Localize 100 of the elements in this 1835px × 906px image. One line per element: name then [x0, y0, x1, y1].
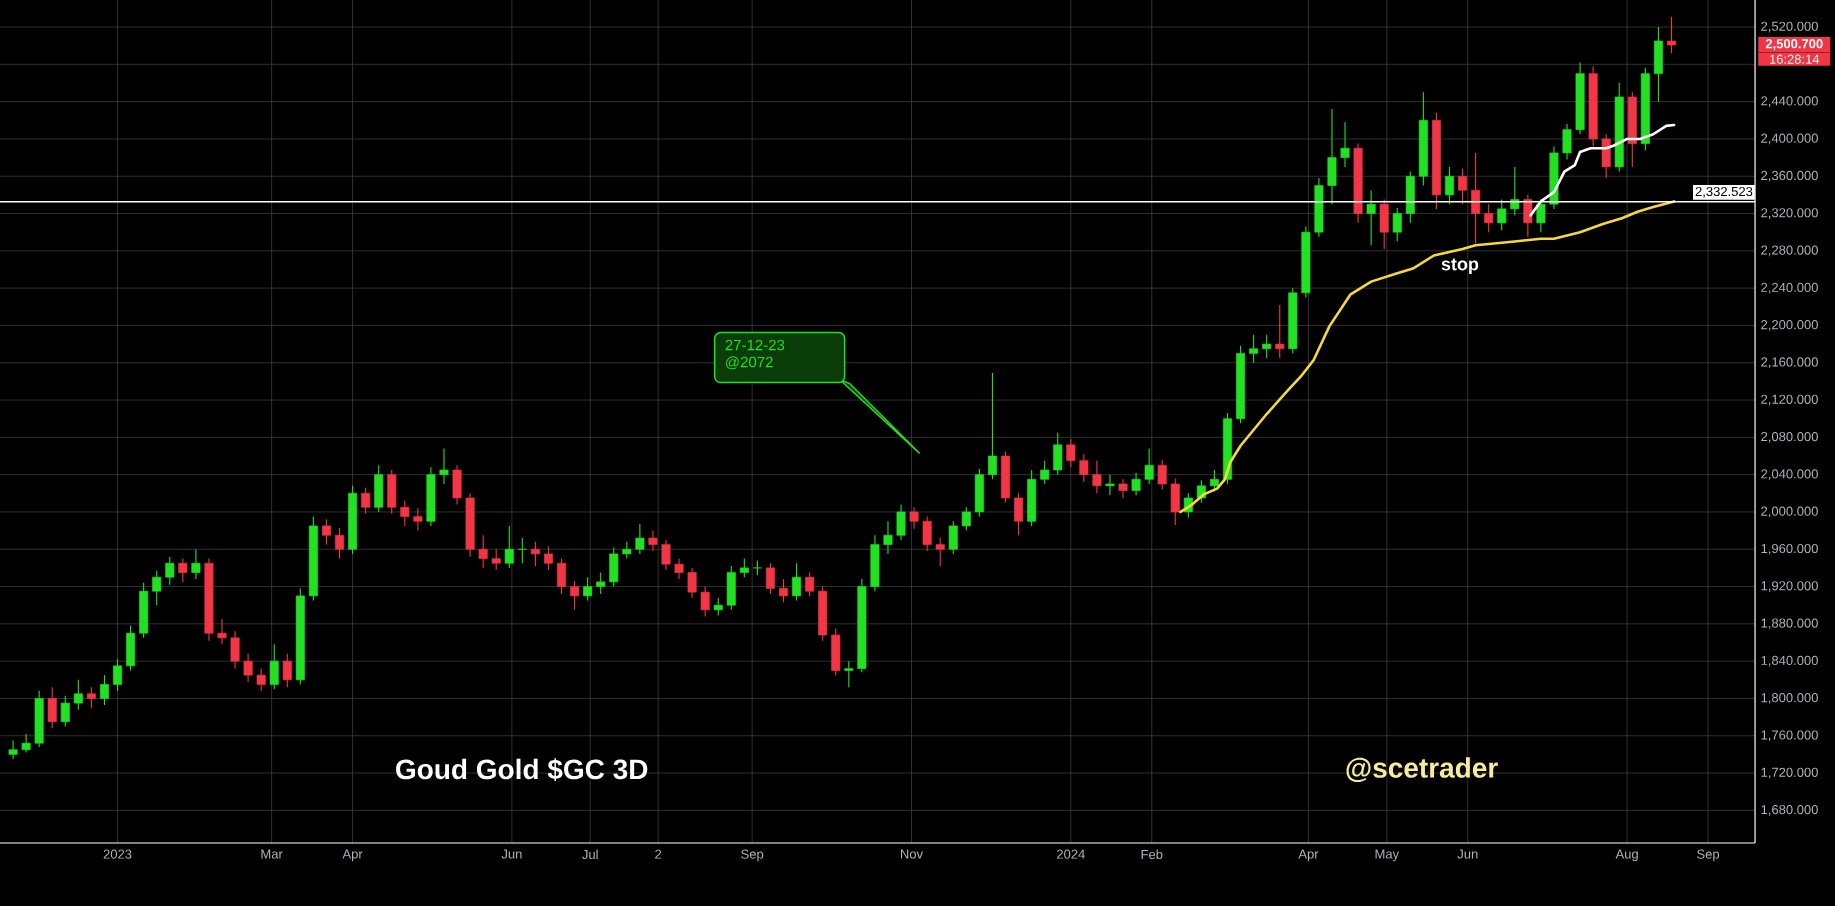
candlestick — [165, 556, 175, 586]
candlestick — [922, 516, 932, 552]
x-tick-label: Mar — [261, 849, 283, 859]
x-tick-label: May — [1375, 849, 1400, 862]
y-tick-label: 2,360.000 — [1761, 170, 1818, 182]
ref-line-label: 2,332.523 — [1695, 186, 1753, 198]
candlestick — [8, 739, 18, 760]
candlestick — [256, 668, 266, 692]
x-tick-label: Nov — [900, 849, 923, 859]
x-tick-label: Jun — [1457, 849, 1478, 859]
candlestick — [1249, 334, 1259, 364]
y-tick-label: 2,080.000 — [1761, 431, 1818, 443]
candlestick — [883, 520, 893, 555]
candlestick — [21, 733, 31, 754]
candlestick — [765, 562, 775, 595]
y-tick-label: 2,400.000 — [1761, 133, 1818, 145]
x-tick-label: Aug — [1615, 849, 1638, 862]
candlestick — [1497, 199, 1507, 231]
y-tick-label: 1,720.000 — [1761, 767, 1818, 779]
candlestick — [1445, 166, 1454, 205]
candlestick — [113, 658, 123, 692]
candlestick — [1262, 334, 1272, 359]
candlestick — [178, 558, 188, 583]
x-tick-label: Sep — [741, 849, 764, 862]
candlestick — [1458, 168, 1468, 205]
candlestick — [961, 506, 971, 532]
candlestick — [648, 530, 658, 552]
candlestick — [1340, 121, 1350, 168]
annotation: 27-12-23 @2072 — [725, 339, 785, 370]
candlestick — [1066, 438, 1076, 468]
candlestick — [1275, 304, 1285, 359]
candlestick — [1392, 207, 1402, 243]
candlestick — [948, 520, 958, 555]
candlestick — [1118, 478, 1128, 499]
candlestick — [1484, 203, 1494, 233]
candlestick — [530, 541, 540, 567]
candlestick — [413, 507, 423, 532]
candlestick — [1014, 492, 1024, 536]
y-tick-label: 2,240.000 — [1761, 282, 1818, 294]
candlestick — [583, 576, 593, 602]
y-tick-label: 2,160.000 — [1761, 357, 1818, 369]
x-tick-label: Jul — [582, 849, 598, 860]
candlestick — [335, 527, 344, 560]
candlestick — [1667, 16, 1676, 54]
candlestick — [909, 506, 919, 530]
candlestick — [1079, 453, 1089, 483]
candlestick — [557, 558, 566, 595]
candlestick — [47, 686, 57, 729]
candlestick — [635, 523, 645, 555]
candlestick — [400, 500, 410, 527]
candlestick — [1040, 460, 1050, 485]
candlestick — [1562, 123, 1572, 160]
y-tick-label: 2,120.000 — [1761, 394, 1818, 406]
candlestick — [86, 686, 96, 709]
candlestick — [935, 537, 945, 567]
y-tick-label: 2,000.000 — [1761, 506, 1818, 518]
text: 16:28:14 — [1769, 54, 1820, 64]
candlestick — [805, 572, 815, 597]
candlestick — [674, 558, 684, 580]
x-tick-label: 2 — [655, 849, 662, 859]
candlestick — [217, 618, 227, 645]
candlestick — [687, 567, 697, 599]
candlestick — [987, 372, 997, 480]
x-tick-label: Apr — [1298, 849, 1319, 862]
candlestick — [517, 537, 527, 564]
candlestick — [73, 679, 83, 711]
candlestick — [596, 572, 606, 595]
candlestick — [439, 447, 449, 485]
candlestick — [191, 548, 201, 580]
candlestick — [1144, 447, 1154, 485]
y-tick-label: 1,840.000 — [1761, 655, 1818, 667]
x-tick-label: Jun — [501, 849, 522, 859]
y-tick-label: 2,200.000 — [1761, 320, 1818, 331]
y-tick-label: 1,960.000 — [1761, 543, 1818, 555]
candlestick — [779, 578, 788, 603]
candlestick — [361, 487, 371, 515]
candlestick — [661, 539, 671, 571]
candlestick — [99, 674, 109, 706]
candlestick — [269, 643, 279, 690]
x-tick-label: Feb — [1141, 849, 1163, 860]
y-tick-label: 2,440.000 — [1761, 96, 1818, 107]
y-tick-label: 2,320.000 — [1761, 208, 1818, 219]
y-tick-label: 2,520.000 — [1761, 21, 1818, 33]
candlestick — [321, 518, 331, 546]
y-tick-label: 2,040.000 — [1761, 469, 1818, 481]
candlestick — [1105, 474, 1115, 496]
x-tick-label: Sep — [1697, 849, 1720, 862]
x-tick-label: 2024 — [1056, 849, 1085, 859]
candlestick — [1131, 472, 1141, 496]
candlestick — [1471, 152, 1481, 244]
text: Goud Gold $GC 3D — [396, 758, 648, 782]
candlestick — [1366, 189, 1376, 246]
candlestick — [1157, 459, 1167, 491]
candlestick — [896, 503, 906, 541]
candlestick — [491, 548, 501, 571]
candlestick — [700, 586, 710, 617]
y-tick-label: 1,680.000 — [1761, 804, 1818, 816]
text: 2,500.700 — [1765, 39, 1823, 51]
y-tick-label: 1,880.000 — [1761, 618, 1818, 630]
y-tick-label: 1,920.000 — [1761, 581, 1818, 592]
